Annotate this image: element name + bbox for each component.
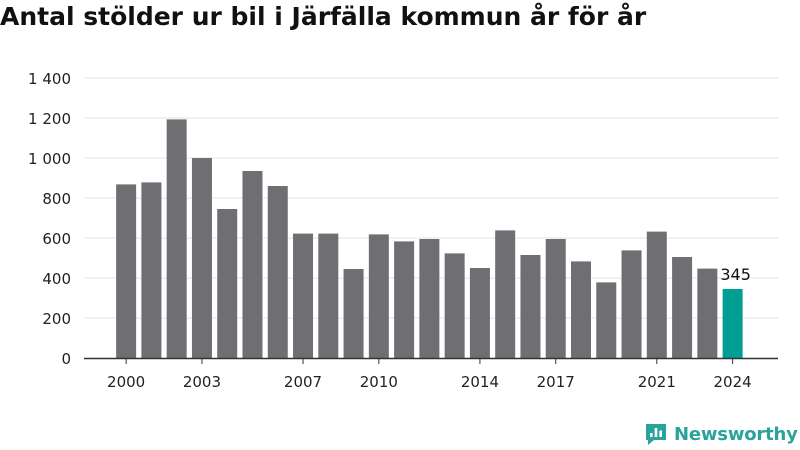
bar [444,253,465,358]
y-tick-label: 0 [61,350,71,368]
y-tick-label: 600 [42,230,71,248]
bar [646,231,667,358]
newsworthy-brand: Newsworthy [644,420,798,448]
bar [469,268,490,358]
bar [394,241,415,358]
x-tick-label: 2024 [714,373,752,391]
chart-title: Antal stölder ur bil i Järfälla kommun å… [0,2,647,31]
bar [318,233,339,358]
x-tick-label: 2014 [461,373,499,391]
bar [545,239,566,358]
x-tick-label: 2021 [638,373,676,391]
bar [242,171,263,358]
data-labels: 345 [720,265,751,284]
bar [267,186,288,358]
y-axis-tick-labels: 0 200 400 600 800 1 000 1 200 1 400 [28,70,71,368]
brand-name: Newsworthy [674,423,798,445]
x-tick-label: 2007 [284,373,322,391]
bar [343,269,364,358]
bar [672,257,693,358]
y-tick-label: 200 [42,310,71,328]
bar [116,184,137,358]
x-axis-tick-labels: 2000 2003 2007 2010 2014 2017 2021 2024 [107,358,752,391]
bar [495,230,516,358]
y-tick-label: 400 [42,270,71,288]
bar [217,209,238,358]
bar [293,233,314,358]
data-label: 345 [720,265,751,284]
bar [166,119,187,359]
newsworthy-logo-icon [646,424,666,445]
bar [621,250,642,358]
bar-highlight [722,289,743,358]
x-tick-label: 2017 [537,373,575,391]
y-tick-label: 800 [42,190,71,208]
bar [419,239,440,358]
y-tick-label: 1 400 [28,70,71,88]
bar [697,268,718,358]
bar [570,261,591,358]
bar [596,282,617,358]
y-tick-label: 1 000 [28,150,71,168]
x-tick-label: 2010 [360,373,398,391]
bar [368,234,389,358]
y-tick-label: 1 200 [28,110,71,128]
x-tick-label: 2003 [183,373,221,391]
bar [520,255,541,358]
x-tick-label: 2000 [107,373,145,391]
bar [191,158,212,358]
bar [141,182,162,358]
bars [116,119,743,359]
